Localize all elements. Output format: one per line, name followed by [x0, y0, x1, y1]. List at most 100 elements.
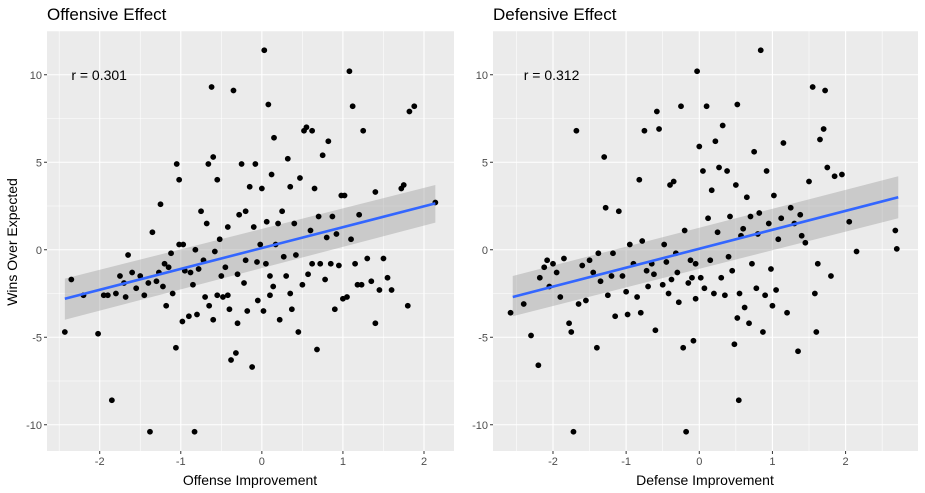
data-point: [740, 225, 747, 232]
data-point: [275, 220, 281, 227]
data-point: [354, 281, 361, 288]
y-axis-label: Wins Over Expected: [4, 178, 20, 306]
data-point: [753, 285, 760, 292]
data-point: [721, 292, 728, 299]
data-point: [637, 309, 644, 316]
data-point: [568, 329, 575, 335]
data-point: [226, 306, 233, 313]
data-point: [293, 252, 299, 258]
data-point: [674, 269, 681, 276]
data-point: [667, 182, 673, 188]
data-point: [317, 260, 324, 267]
data-point: [331, 306, 338, 313]
data-point: [619, 273, 626, 279]
data-point: [185, 313, 192, 320]
data-point: [846, 218, 853, 225]
data-point: [192, 246, 199, 253]
x-tick-label: -2: [95, 456, 105, 468]
data-point: [234, 271, 241, 278]
data-point: [191, 428, 198, 435]
data-point: [528, 332, 534, 339]
data-point: [113, 290, 119, 297]
data-point: [802, 239, 809, 246]
data-point: [210, 154, 217, 160]
data-point: [751, 148, 758, 155]
data-point: [741, 304, 748, 311]
data-point: [400, 182, 407, 188]
data-point: [254, 297, 261, 304]
data-point: [743, 194, 750, 201]
offensive-effect-panel: Offensive Effect r = 0.301 -2 -1 0 1 2-10-50…: [4, 5, 454, 488]
data-point: [214, 176, 221, 183]
data-point: [222, 264, 229, 271]
data-point: [100, 292, 107, 299]
data-point: [325, 138, 332, 145]
data-point: [653, 108, 660, 115]
data-point: [319, 152, 326, 159]
data-point: [252, 161, 259, 167]
data-point: [303, 124, 310, 131]
data-point: [784, 309, 790, 316]
data-point: [205, 161, 212, 167]
data-point: [700, 168, 706, 174]
data-point: [228, 357, 234, 363]
data-point: [757, 47, 764, 54]
data-point: [352, 260, 358, 267]
data-point: [683, 428, 690, 435]
data-point: [645, 283, 651, 290]
data-point: [265, 101, 272, 108]
data-point: [133, 285, 140, 292]
data-point: [295, 329, 302, 335]
data-point: [202, 294, 208, 300]
data-point: [736, 290, 743, 297]
data-point: [583, 297, 589, 304]
data-point: [236, 211, 243, 218]
data-point: [257, 241, 264, 248]
data-point: [651, 271, 657, 278]
x-tick-label: 1: [769, 456, 775, 468]
data-point: [307, 227, 314, 234]
data-point: [797, 211, 804, 218]
data-point: [831, 173, 838, 180]
data-point: [333, 231, 340, 237]
x-axis-label: Defense Improvement: [636, 472, 774, 488]
data-point: [663, 259, 670, 265]
data-point: [267, 273, 273, 279]
data-point: [729, 267, 736, 274]
data-point: [536, 274, 543, 281]
data-point: [579, 262, 586, 269]
data-point: [179, 318, 186, 325]
correlation-annotation: r = 0.301: [71, 67, 127, 83]
data-point: [795, 348, 801, 355]
data-point: [108, 397, 115, 404]
data-point: [267, 292, 273, 299]
data-point: [694, 68, 700, 75]
data-point: [670, 178, 677, 185]
data-point: [254, 259, 260, 265]
data-point: [727, 213, 733, 220]
data-point: [892, 227, 899, 234]
data-point: [203, 220, 210, 227]
data-point: [520, 301, 527, 307]
data-point: [147, 428, 153, 435]
data-point: [689, 274, 695, 281]
data-point: [798, 232, 805, 239]
y-tick-label: 0: [36, 245, 42, 257]
data-point: [335, 262, 342, 269]
data-point: [372, 189, 379, 195]
data-point: [770, 192, 777, 199]
data-point: [661, 241, 668, 248]
data-point: [315, 213, 322, 220]
data-point: [263, 260, 269, 267]
data-point: [893, 245, 900, 252]
data-point: [153, 278, 160, 285]
data-point: [305, 271, 311, 278]
data-point: [211, 248, 218, 255]
data-point: [604, 292, 611, 299]
data-point: [550, 260, 556, 267]
data-point: [626, 241, 633, 248]
regression-line: [512, 195, 899, 299]
data-point: [636, 176, 643, 183]
data-point: [711, 290, 717, 297]
